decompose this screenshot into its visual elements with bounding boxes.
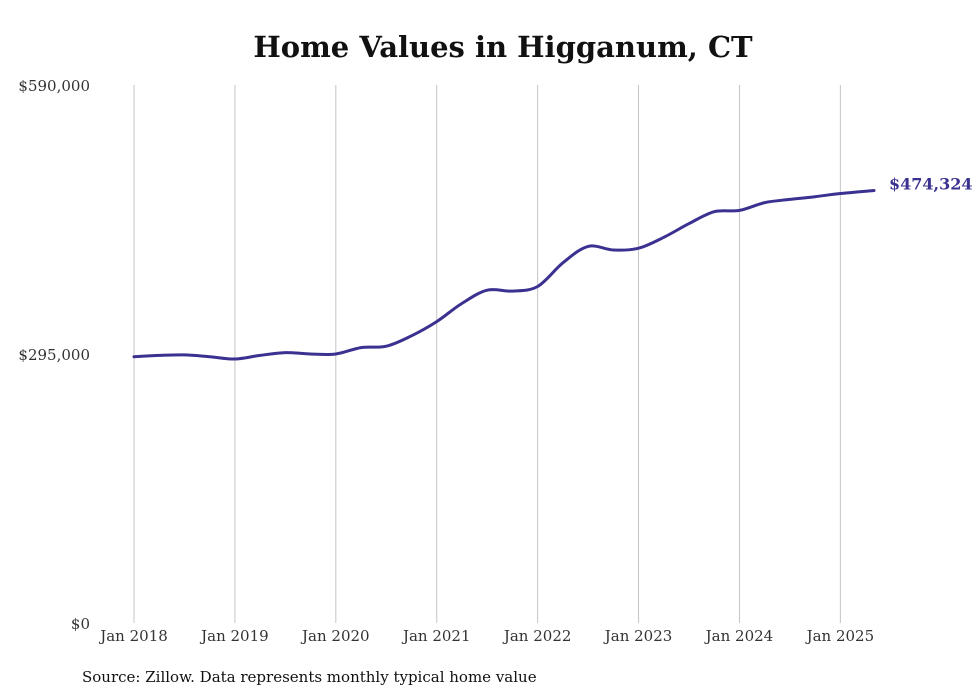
- x-axis-ticks: Jan 2018 Jan 2019 Jan 2020 Jan 2021 Jan 2022…: [98, 627, 874, 645]
- x-tick-label: Jan 2019: [199, 627, 269, 645]
- gridlines: [133, 85, 841, 623]
- end-value-label: $474,324: [889, 174, 973, 193]
- x-tick-label: Jan 2025: [805, 627, 875, 645]
- x-tick-label: Jan 2020: [300, 627, 370, 645]
- y-tick-label: $590,000: [18, 77, 90, 95]
- series-layer: $474,324: [132, 174, 973, 361]
- x-tick-label: Jan 2024: [704, 627, 774, 645]
- source-note: Source: Zillow. Data represents monthly …: [82, 668, 537, 686]
- x-tick-label: Jan 2022: [502, 627, 572, 645]
- y-tick-label: $295,000: [18, 346, 90, 364]
- chart-title: Home Values in Higganum, CT: [253, 30, 753, 64]
- series-line: [132, 189, 876, 361]
- x-tick-label: Jan 2018: [98, 627, 168, 645]
- y-axis-ticks: $0 $295,000 $590,000: [18, 77, 90, 633]
- y-tick-label: $0: [71, 615, 90, 633]
- x-tick-label: Jan 2023: [603, 627, 673, 645]
- x-tick-label: Jan 2021: [401, 627, 471, 645]
